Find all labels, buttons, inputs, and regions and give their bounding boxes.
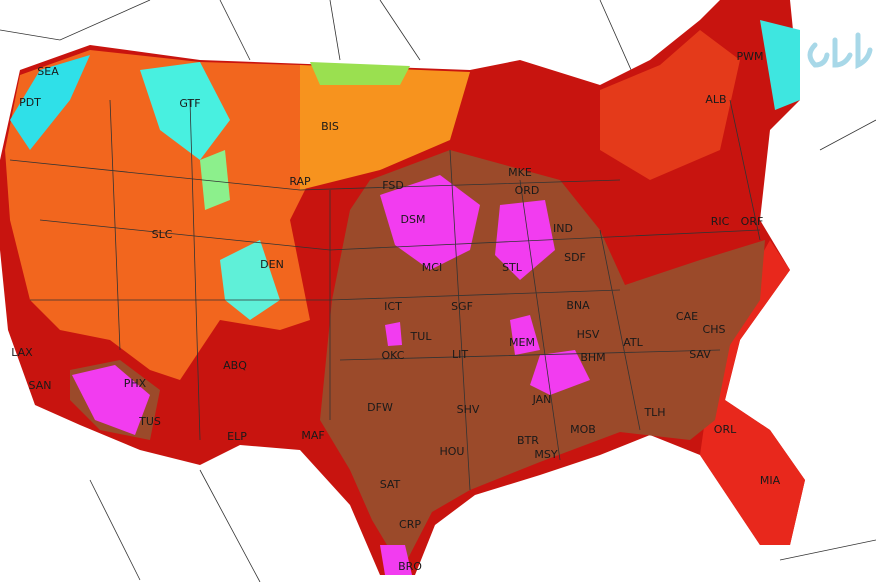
city-label: DEN	[260, 258, 284, 271]
city-label: HSV	[577, 328, 600, 341]
city-label: BRO	[398, 560, 422, 573]
city-label: SLC	[152, 228, 173, 241]
city-label: SDF	[564, 251, 586, 264]
city-label: CAE	[676, 310, 698, 323]
city-label: FSD	[382, 179, 404, 192]
city-label: MCI	[422, 261, 442, 274]
city-label: ORL	[714, 423, 737, 436]
city-label: PHX	[124, 377, 147, 390]
city-label: BHM	[580, 351, 605, 364]
region-max	[495, 200, 555, 280]
city-label: MOB	[570, 423, 596, 436]
region-max	[72, 365, 150, 435]
city-label: STL	[502, 261, 523, 274]
city-label: OKC	[382, 349, 405, 362]
region-cool	[760, 20, 800, 110]
city-label: SHV	[457, 403, 480, 416]
city-label: LIT	[452, 348, 468, 361]
city-label: MKE	[508, 166, 532, 179]
city-label: RAP	[289, 175, 311, 188]
city-label: BIS	[321, 120, 339, 133]
region-cool	[200, 150, 230, 210]
city-label: ELP	[227, 430, 247, 443]
region-max	[380, 545, 412, 575]
state-lines	[9, 99, 761, 491]
city-label: DFW	[367, 401, 393, 414]
city-label: SGF	[451, 300, 473, 313]
city-label: JAN	[532, 393, 552, 406]
city-label: RIC	[711, 215, 730, 228]
region-cool	[10, 55, 90, 150]
city-label: PDT	[19, 96, 41, 109]
city-label: DSM	[401, 213, 426, 226]
city-label: TUL	[410, 330, 433, 343]
city-label: BNA	[566, 299, 590, 312]
city-label: GTF	[179, 97, 200, 110]
region-max	[385, 322, 402, 346]
city-label: SAN	[29, 379, 52, 392]
city-label: CHS	[703, 323, 726, 336]
city-label: LAX	[11, 346, 33, 359]
region-cool	[140, 62, 230, 160]
city-label: SAT	[380, 478, 401, 491]
region-max	[510, 315, 540, 355]
city-label: ICT	[384, 300, 402, 313]
region-northeast	[600, 30, 740, 180]
region-coast	[700, 240, 805, 545]
city-label: MIA	[760, 474, 781, 487]
city-label: SAV	[689, 348, 711, 361]
city-label: CRP	[399, 518, 421, 531]
city-label: MEM	[509, 336, 535, 349]
city-labels: SEA PDT GTF BIS RAP FSD MKE ORD DSM DEN SLC MCI STL I…	[11, 50, 780, 573]
city-label: HOU	[440, 445, 465, 458]
city-label: ORF	[741, 215, 764, 228]
city-label: MSY	[534, 448, 557, 461]
city-label: SEA	[37, 65, 59, 78]
city-label: ATL	[623, 336, 643, 349]
city-label: ORD	[515, 184, 540, 197]
region-mild	[300, 65, 470, 190]
watermark-logo	[807, 32, 873, 70]
city-label: TUS	[138, 415, 161, 428]
city-label: BTR	[517, 434, 539, 447]
city-label: IND	[553, 222, 573, 235]
region-max	[530, 350, 590, 395]
city-label: TLH	[643, 406, 665, 419]
region-cool	[310, 62, 410, 85]
city-label: PWM	[736, 50, 763, 63]
city-label: ALB	[705, 93, 726, 106]
city-label: ABQ	[223, 359, 247, 372]
city-label: MAF	[301, 429, 324, 442]
